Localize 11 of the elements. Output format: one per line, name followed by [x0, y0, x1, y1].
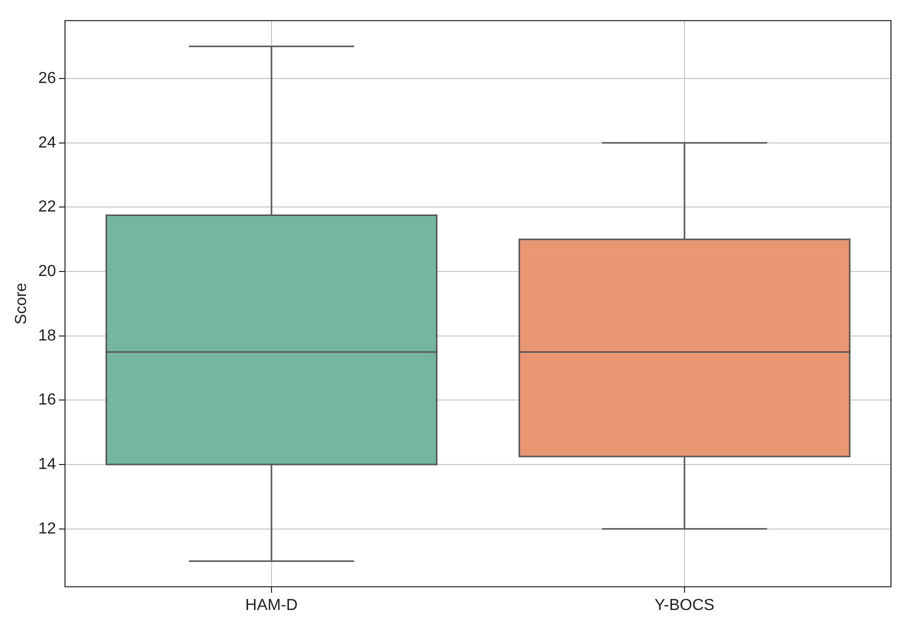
x-tick-label: Y-BOCS: [654, 596, 714, 614]
y-tick-label: 14: [38, 456, 56, 473]
y-axis-title: Score: [13, 282, 30, 325]
y-tick-label: 26: [38, 70, 56, 87]
x-tick-label: HAM-D: [245, 596, 298, 614]
y-tick-label: 22: [38, 198, 56, 216]
y-tick-label: 12: [38, 520, 56, 538]
y-tick-label: 16: [38, 392, 56, 409]
y-tick-label: 24: [38, 134, 56, 152]
y-tick-label: 20: [38, 262, 56, 280]
y-tick-label: 18: [38, 327, 56, 344]
